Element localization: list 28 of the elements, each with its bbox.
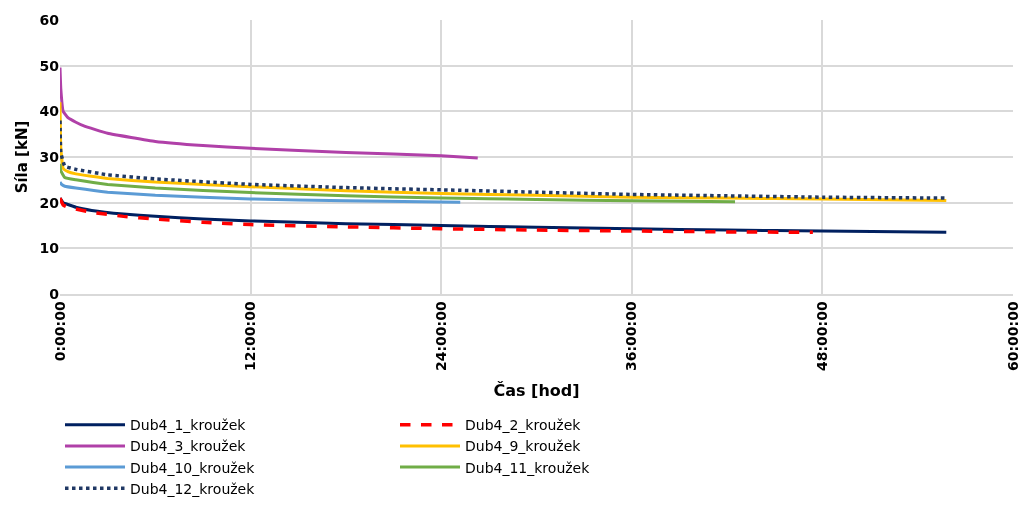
x-tick-label: 36:00:00 — [623, 301, 640, 372]
x-tick-label: 12:00:00 — [242, 301, 259, 372]
line-series — [60, 65, 480, 160]
line-series — [60, 196, 815, 235]
y-tick-label: 10 — [39, 240, 60, 257]
x-tick-label: 60:00:00 — [1004, 301, 1021, 372]
x-tick-label: 0:00:00 — [51, 301, 68, 362]
y-tick-label: 30 — [39, 148, 60, 165]
line-series — [60, 196, 948, 234]
legend-label: Dub4_11_kroužek — [465, 459, 591, 476]
x-tick-label: 48:00:00 — [813, 301, 830, 372]
x-axis-title: Čas [hod] — [493, 381, 580, 401]
y-tick-label: 20 — [39, 194, 60, 211]
y-tick-label: 50 — [39, 57, 60, 74]
y-axis-title: Síla [kN] — [12, 120, 31, 194]
legend-label: Dub4_10_kroužek — [130, 459, 256, 476]
line-series — [60, 180, 462, 204]
x-tick-label: 24:00:00 — [432, 301, 449, 372]
legend-label: Dub4_2_kroužek — [465, 417, 582, 434]
y-tick-label: 40 — [39, 103, 60, 120]
legend-label: Dub4_1_kroužek — [130, 417, 247, 434]
line-series — [60, 100, 948, 202]
y-tick-label: 0 — [49, 285, 60, 302]
legend-label: Dub4_3_kroužek — [130, 438, 247, 455]
line-series — [60, 162, 737, 204]
legend-label: Dub4_9_kroužek — [465, 438, 582, 455]
legend-label: Dub4_12_kroužek — [130, 480, 256, 497]
y-tick-label: 60 — [39, 11, 60, 28]
